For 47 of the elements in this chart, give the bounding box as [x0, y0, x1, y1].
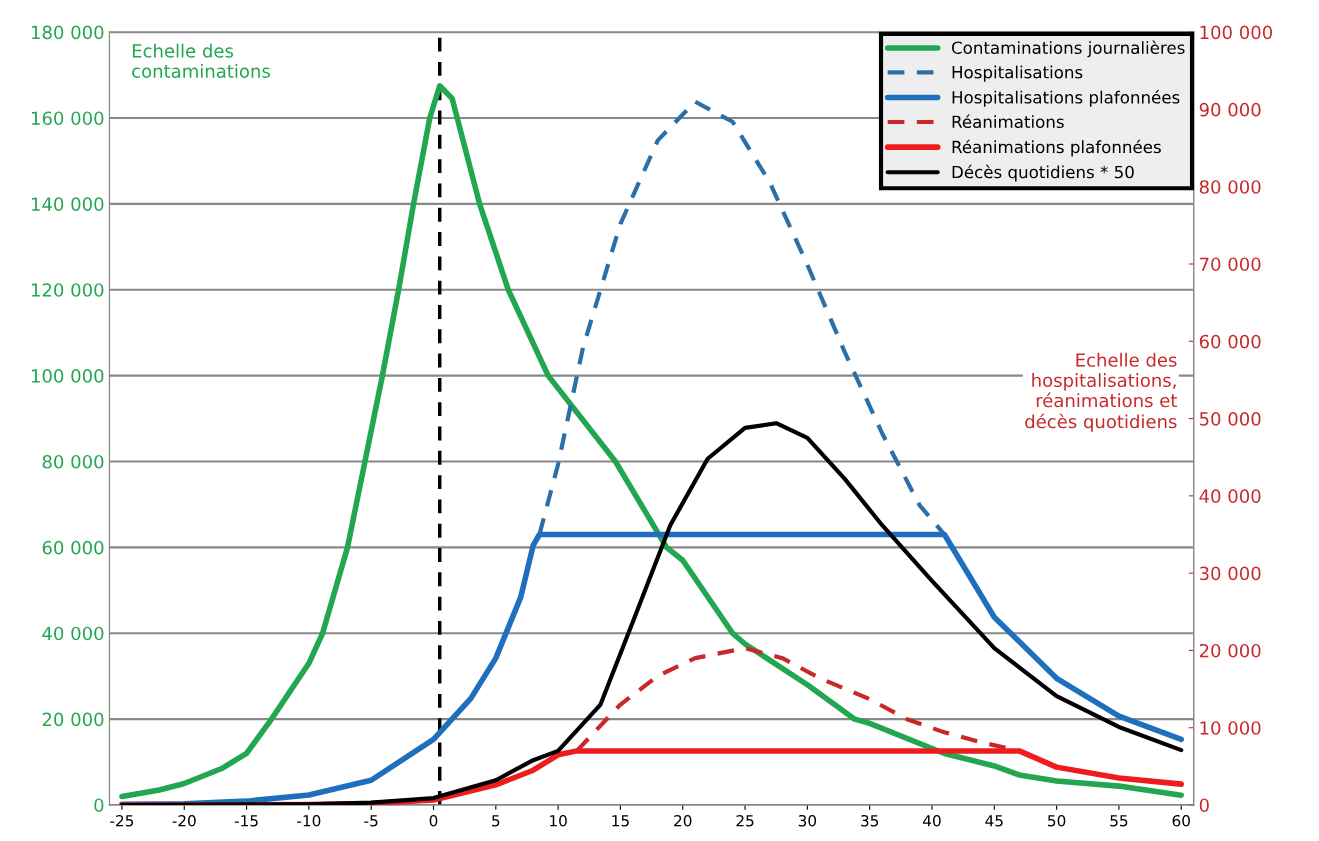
- y2-tick-label: 40 000: [1199, 489, 1261, 503]
- y-tick-label: 20 000: [42, 712, 104, 727]
- y-tick-label: 60 000: [42, 540, 104, 555]
- y2-tick-label: 50 000: [1199, 412, 1261, 426]
- x-tick-label: 15: [612, 815, 629, 827]
- legend-label: Décès quotidiens * 50: [952, 164, 1134, 182]
- y-tick-label: 0: [94, 798, 104, 813]
- annotation: Echelle des hospitalisations, réanimations et décès quotidiens: [1025, 352, 1177, 432]
- legend-label: Réanimations: [952, 114, 1064, 129]
- legend-label: Hospitalisations plafonnées: [952, 90, 1180, 107]
- x-tick-label: -15: [234, 815, 258, 827]
- y2-tick-label: 20 000: [1199, 643, 1261, 658]
- y2-tick-label: 0: [1199, 798, 1209, 813]
- y2-tick-label: 100 000: [1200, 25, 1273, 40]
- legend-label: Contaminations journalières: [951, 40, 1185, 58]
- x-tick-label: 10: [550, 815, 567, 827]
- x-tick-label: 50: [1048, 815, 1066, 827]
- y2-tick-label: 30 000: [1199, 566, 1261, 581]
- y-tick-label: 40 000: [42, 626, 104, 641]
- y-tick-label: 140 000: [31, 197, 104, 211]
- y-tick-label: 180 000: [31, 25, 104, 40]
- y2-tick-label: 90 000: [1199, 102, 1261, 117]
- y-tick-label: 160 000: [31, 111, 104, 126]
- x-tick-label: -25: [110, 815, 134, 827]
- legend-label: Réanimations plafonnées: [952, 139, 1161, 157]
- y2-tick-label: 70 000: [1200, 257, 1261, 272]
- annotation: Echelle des contaminations: [132, 43, 270, 78]
- x-tick-label: 35: [861, 815, 879, 827]
- x-tick-label: -10: [297, 815, 321, 827]
- x-tick-label: 45: [985, 815, 1003, 827]
- x-tick-label: 25: [736, 815, 754, 827]
- legend-label: Hospitalisations: [952, 65, 1083, 82]
- y-tick-label: 100 000: [31, 369, 104, 383]
- x-tick-label: 0: [429, 815, 438, 827]
- x-tick-label: 55: [1110, 815, 1128, 827]
- x-tick-label: -20: [172, 815, 196, 827]
- x-tick-label: 40: [923, 815, 941, 827]
- y-tick-label: 120 000: [31, 283, 104, 297]
- y2-tick-label: 80 000: [1199, 180, 1261, 194]
- x-tick-label: 5: [492, 815, 500, 827]
- y2-tick-label: 60 000: [1199, 334, 1261, 349]
- x-tick-label: 30: [798, 815, 817, 827]
- x-tick-label: -5: [364, 815, 378, 827]
- y2-tick-label: 10 000: [1200, 721, 1261, 735]
- x-tick-label: 60: [1172, 815, 1190, 827]
- y-tick-label: 80 000: [42, 454, 104, 469]
- x-tick-label: 20: [674, 815, 692, 827]
